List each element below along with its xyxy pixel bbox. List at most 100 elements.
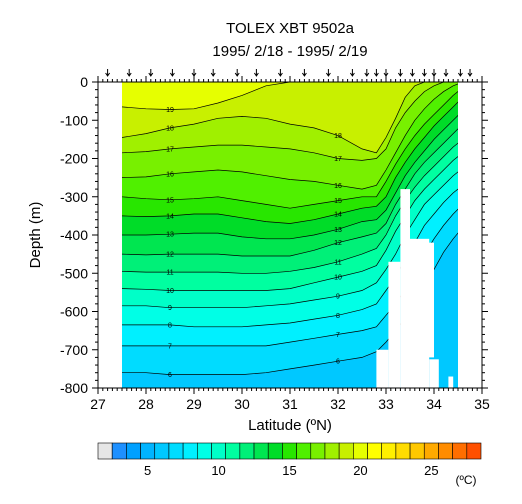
x-tick-label: 28 [138,396,154,412]
colorbar-swatch [296,442,312,460]
y-tick-label: -100 [60,112,88,128]
colorbar-swatch [310,442,326,460]
no-data-region [424,242,434,358]
isotherm-label: 18 [334,133,342,140]
isotherm-18 [121,82,463,154]
colorbar-swatch [395,442,411,460]
isotherm-8 [122,185,464,328]
chart-title: TOLEX XBT 9502a [226,20,355,37]
x-tick-label: 32 [330,396,346,412]
isotherm-label: 19 [166,107,174,114]
isotherm-label: 11 [166,270,173,277]
isotherm-label: 17 [334,156,342,163]
x-tick-label: 30 [234,396,250,412]
x-axis-label: Latitude (ºN) [248,417,332,434]
isotherm-label: 12 [334,240,342,247]
station-marker [443,69,449,77]
isotherm-label: 17 [166,146,174,153]
isotherm-label: 13 [166,232,174,239]
isotherm-label: 7 [168,343,172,350]
isotherm-label: 8 [168,322,172,329]
isotherm-label: 10 [334,275,342,282]
colorbar-swatch [140,442,156,460]
colorbar-swatch [211,442,226,460]
isotherm-16 [121,82,463,190]
station-marker [105,69,111,77]
colorbar-tick-label: 25 [424,463,438,478]
y-tick-label: 0 [80,74,88,90]
colorbar-tick-label: 20 [353,463,367,478]
colorbar-swatch [182,442,198,460]
x-tick-label: 29 [186,396,202,412]
station-marker [431,69,437,77]
station-marker [301,69,307,77]
isotherm-13 [122,110,464,240]
x-tick-label: 31 [282,396,298,412]
y-tick-label: -500 [60,265,88,281]
station-marker [364,69,370,77]
isotherm-label: 15 [166,197,174,204]
isotherm-17 [121,82,463,161]
x-tick-label: 27 [90,396,106,412]
isotherm-15 [121,87,464,209]
station-marker [421,69,427,77]
colorbar-tick-label: 5 [144,463,151,478]
isotherm-label: 12 [166,252,174,259]
colorbar-swatch [239,442,255,460]
no-data-region [400,189,410,388]
colorbar-swatch [466,442,482,460]
colorbar-swatch [225,442,241,460]
station-marker [467,69,473,77]
isotherm-10 [121,152,464,291]
colorbar-swatch [338,442,354,460]
colorbar-swatch [452,442,468,460]
isotherm-label: 16 [166,171,174,178]
station-marker [457,69,463,77]
station-marker [126,69,132,77]
chart-subtitle: 1995/ 2/18 - 1995/ 2/19 [212,43,367,60]
y-axis-label: Depth (m) [27,202,44,269]
missing-data-areas [98,82,482,388]
station-markers [105,69,473,77]
station-marker [148,69,154,77]
isotherm-9 [122,167,464,309]
colorbar-swatch [267,442,283,460]
y-tick-label: -800 [60,380,88,396]
station-marker [191,69,197,77]
x-tick-label: 33 [378,396,394,412]
isotherm-label: 6 [168,372,172,379]
station-marker [169,69,175,77]
colorbar-swatch [353,442,368,460]
colorbar-swatch [409,442,425,460]
isotherm-label: 6 [336,359,340,366]
isotherm-label: 16 [334,183,342,190]
isotherm-11 [121,139,464,274]
station-marker [409,69,415,77]
isotherm-14 [121,97,464,224]
no-data-region [388,261,401,388]
isotherm-label: 14 [166,213,174,220]
y-tick-label: -600 [60,304,88,320]
station-marker [277,69,283,77]
no-data-region [98,82,122,388]
colorbar-swatch [324,442,340,460]
station-marker [210,69,216,77]
no-data-region [458,82,482,388]
colorbar-swatch [168,442,184,460]
y-tick-label: -400 [60,227,88,243]
station-marker [234,69,240,77]
no-data-region [448,376,454,388]
isotherm-label: 11 [334,259,341,266]
y-axis: 0 -100 -200 -300 -400 -500 -600 -700 -800 [60,74,488,396]
station-marker [349,69,355,77]
colorbar-tick-label: 10 [211,463,225,478]
colorbar-swatch [126,442,141,460]
y-tick-label: -700 [60,342,88,358]
isotherm-label: 18 [166,125,174,132]
station-marker [397,69,403,77]
band-19 [122,82,482,110]
colorbar-swatch [282,442,297,460]
isotherm-label: 7 [336,332,340,339]
x-tick-label: 35 [474,396,490,412]
